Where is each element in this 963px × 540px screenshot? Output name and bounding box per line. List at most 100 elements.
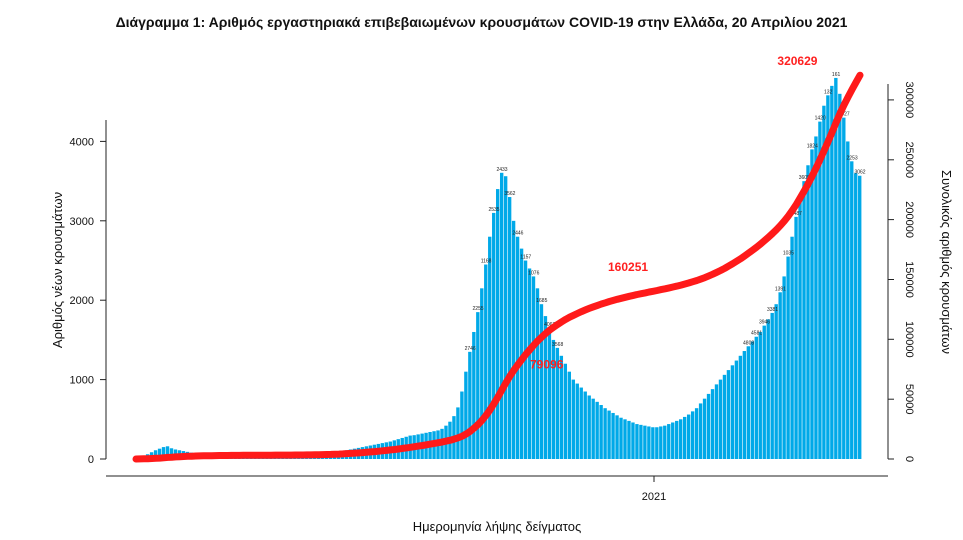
bar: [484, 264, 488, 459]
bar-value-label: 4808: [743, 340, 754, 346]
bar: [543, 316, 548, 459]
bar: [527, 268, 532, 459]
bar: [563, 363, 568, 459]
bar: [583, 391, 587, 459]
bar-value-label: 1824: [807, 143, 818, 149]
bar: [774, 304, 778, 459]
bar: [710, 389, 715, 459]
bar: [492, 212, 496, 459]
cumulative-annotation: 320629: [777, 54, 817, 68]
bar-value-label: 2487: [791, 211, 802, 217]
y-axis-right-ticks: 0 50000 100000 150000 200000 250000 300000: [888, 82, 915, 462]
bar: [838, 93, 842, 459]
bar: [507, 197, 512, 459]
bar: [854, 173, 858, 459]
bar: [579, 387, 583, 459]
bar: [830, 85, 834, 459]
bar: [551, 339, 556, 459]
bar: [782, 276, 786, 459]
bar: [643, 425, 647, 459]
bar: [599, 405, 603, 459]
bar-value-label: 3381: [767, 307, 778, 313]
x-axis-ticks: 2021: [642, 476, 666, 503]
bar: [651, 427, 655, 459]
bar: [679, 419, 683, 459]
bar: [702, 398, 707, 459]
bar: [659, 426, 663, 459]
bar: [567, 371, 571, 459]
bar: [686, 414, 691, 459]
bar: [698, 403, 703, 459]
bar: [671, 422, 675, 459]
bar: [476, 312, 480, 459]
bar: [682, 416, 687, 459]
y-left-tick-label: 0: [88, 454, 94, 466]
bar: [714, 384, 719, 459]
bar: [587, 395, 591, 459]
bar-value-label: 161: [832, 72, 841, 78]
bar: [480, 288, 484, 459]
bar: [738, 355, 743, 459]
bar: [297, 458, 301, 459]
bar: [161, 447, 166, 459]
bar-value-label: 1027: [839, 112, 850, 118]
bar: [519, 248, 524, 459]
bar-value-label: 132: [824, 89, 833, 95]
y-axis-left-ticks: 0 1000 2000 3000 4000: [70, 136, 106, 466]
bar: [846, 141, 850, 459]
bar: [472, 331, 476, 459]
bar: [635, 424, 639, 459]
y-left-tick-label: 2000: [70, 295, 94, 307]
bar: [575, 383, 579, 459]
cumulative-annotation: 160251: [608, 260, 648, 274]
bar: [169, 448, 174, 459]
bar: [511, 220, 516, 459]
bar: [718, 379, 723, 459]
bar-value-label: 1076: [528, 270, 539, 276]
bar: [531, 276, 536, 459]
bar: [619, 417, 623, 459]
bar: [503, 176, 508, 459]
bar: [730, 365, 735, 459]
bar: [555, 347, 560, 459]
bar: [798, 197, 802, 459]
bar-value-label: 2446: [512, 231, 523, 237]
bar: [535, 288, 540, 459]
y-axis-left-title: Αριθμός νέων κρουσμάτων: [50, 192, 65, 348]
bar: [667, 424, 671, 459]
y-right-tick-label: 150000: [903, 261, 915, 298]
cumulative-line: [132, 71, 864, 463]
bar: [157, 448, 162, 459]
bar: [842, 117, 846, 459]
bar: [722, 374, 727, 459]
bar: [464, 371, 468, 459]
y-right-tick-label: 300000: [903, 82, 915, 119]
y-left-tick-label: 1000: [70, 375, 94, 387]
bar: [627, 420, 631, 459]
bar: [750, 341, 754, 459]
bar: [515, 236, 520, 459]
cumulative-line-path: [132, 71, 864, 463]
bar-value-label: 1391: [775, 286, 786, 292]
bar: [794, 216, 798, 459]
bar: [663, 425, 667, 459]
bar: [706, 393, 711, 459]
bar: [488, 236, 492, 459]
bar: [571, 379, 575, 459]
cumulative-annotations: 320629 160251 79096: [530, 54, 818, 371]
y-left-tick-label: 3000: [70, 216, 94, 228]
bar: [468, 351, 472, 459]
bar: [499, 172, 504, 459]
bar: [603, 408, 607, 459]
bar: [591, 398, 595, 459]
y-right-tick-label: 100000: [903, 321, 915, 358]
bar: [822, 105, 826, 459]
x-tick-label: 2021: [642, 491, 666, 503]
bar: [165, 446, 170, 459]
bar: [647, 426, 651, 459]
bar: [814, 136, 818, 459]
cumulative-annotation: 79096: [530, 357, 564, 371]
bar: [726, 370, 731, 459]
bar-value-label: 4063: [544, 322, 555, 328]
